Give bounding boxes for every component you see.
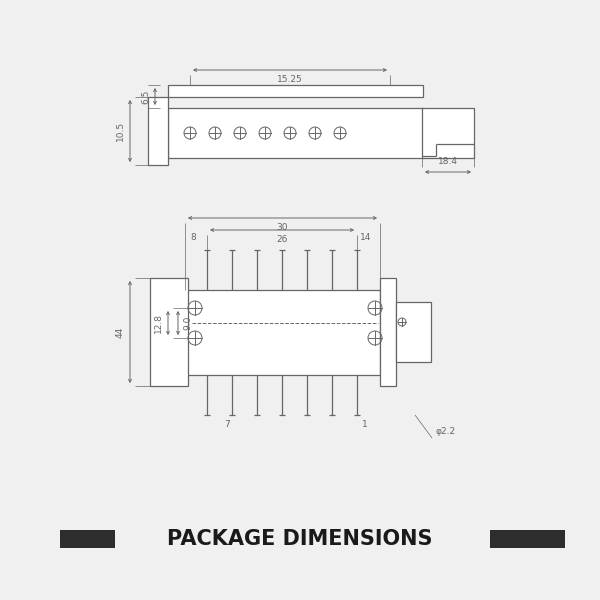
Text: 1: 1 <box>362 420 368 429</box>
Text: φ2.2: φ2.2 <box>435 427 455 437</box>
Bar <box>148 97 168 165</box>
Bar <box>380 278 396 386</box>
Text: 10.5: 10.5 <box>116 121 125 141</box>
Text: 12.8: 12.8 <box>154 313 163 333</box>
Text: 15.25: 15.25 <box>277 75 303 84</box>
Text: 14: 14 <box>360 233 371 242</box>
Bar <box>168 85 423 97</box>
Bar <box>168 108 423 158</box>
Bar <box>185 290 380 375</box>
Text: 6.5: 6.5 <box>141 89 150 104</box>
Bar <box>60 530 115 548</box>
Bar <box>490 530 565 548</box>
Text: PACKAGE DIMENSIONS: PACKAGE DIMENSIONS <box>167 529 433 549</box>
Text: 30: 30 <box>277 223 288 232</box>
Bar <box>150 278 188 386</box>
Text: 8: 8 <box>190 233 196 242</box>
Text: 7: 7 <box>224 420 230 429</box>
Text: 18.4: 18.4 <box>438 157 458 166</box>
Text: 9.0: 9.0 <box>183 316 192 330</box>
Bar <box>422 108 474 158</box>
Text: 26: 26 <box>277 235 287 244</box>
Bar <box>396 302 431 362</box>
Text: 44: 44 <box>116 326 125 338</box>
